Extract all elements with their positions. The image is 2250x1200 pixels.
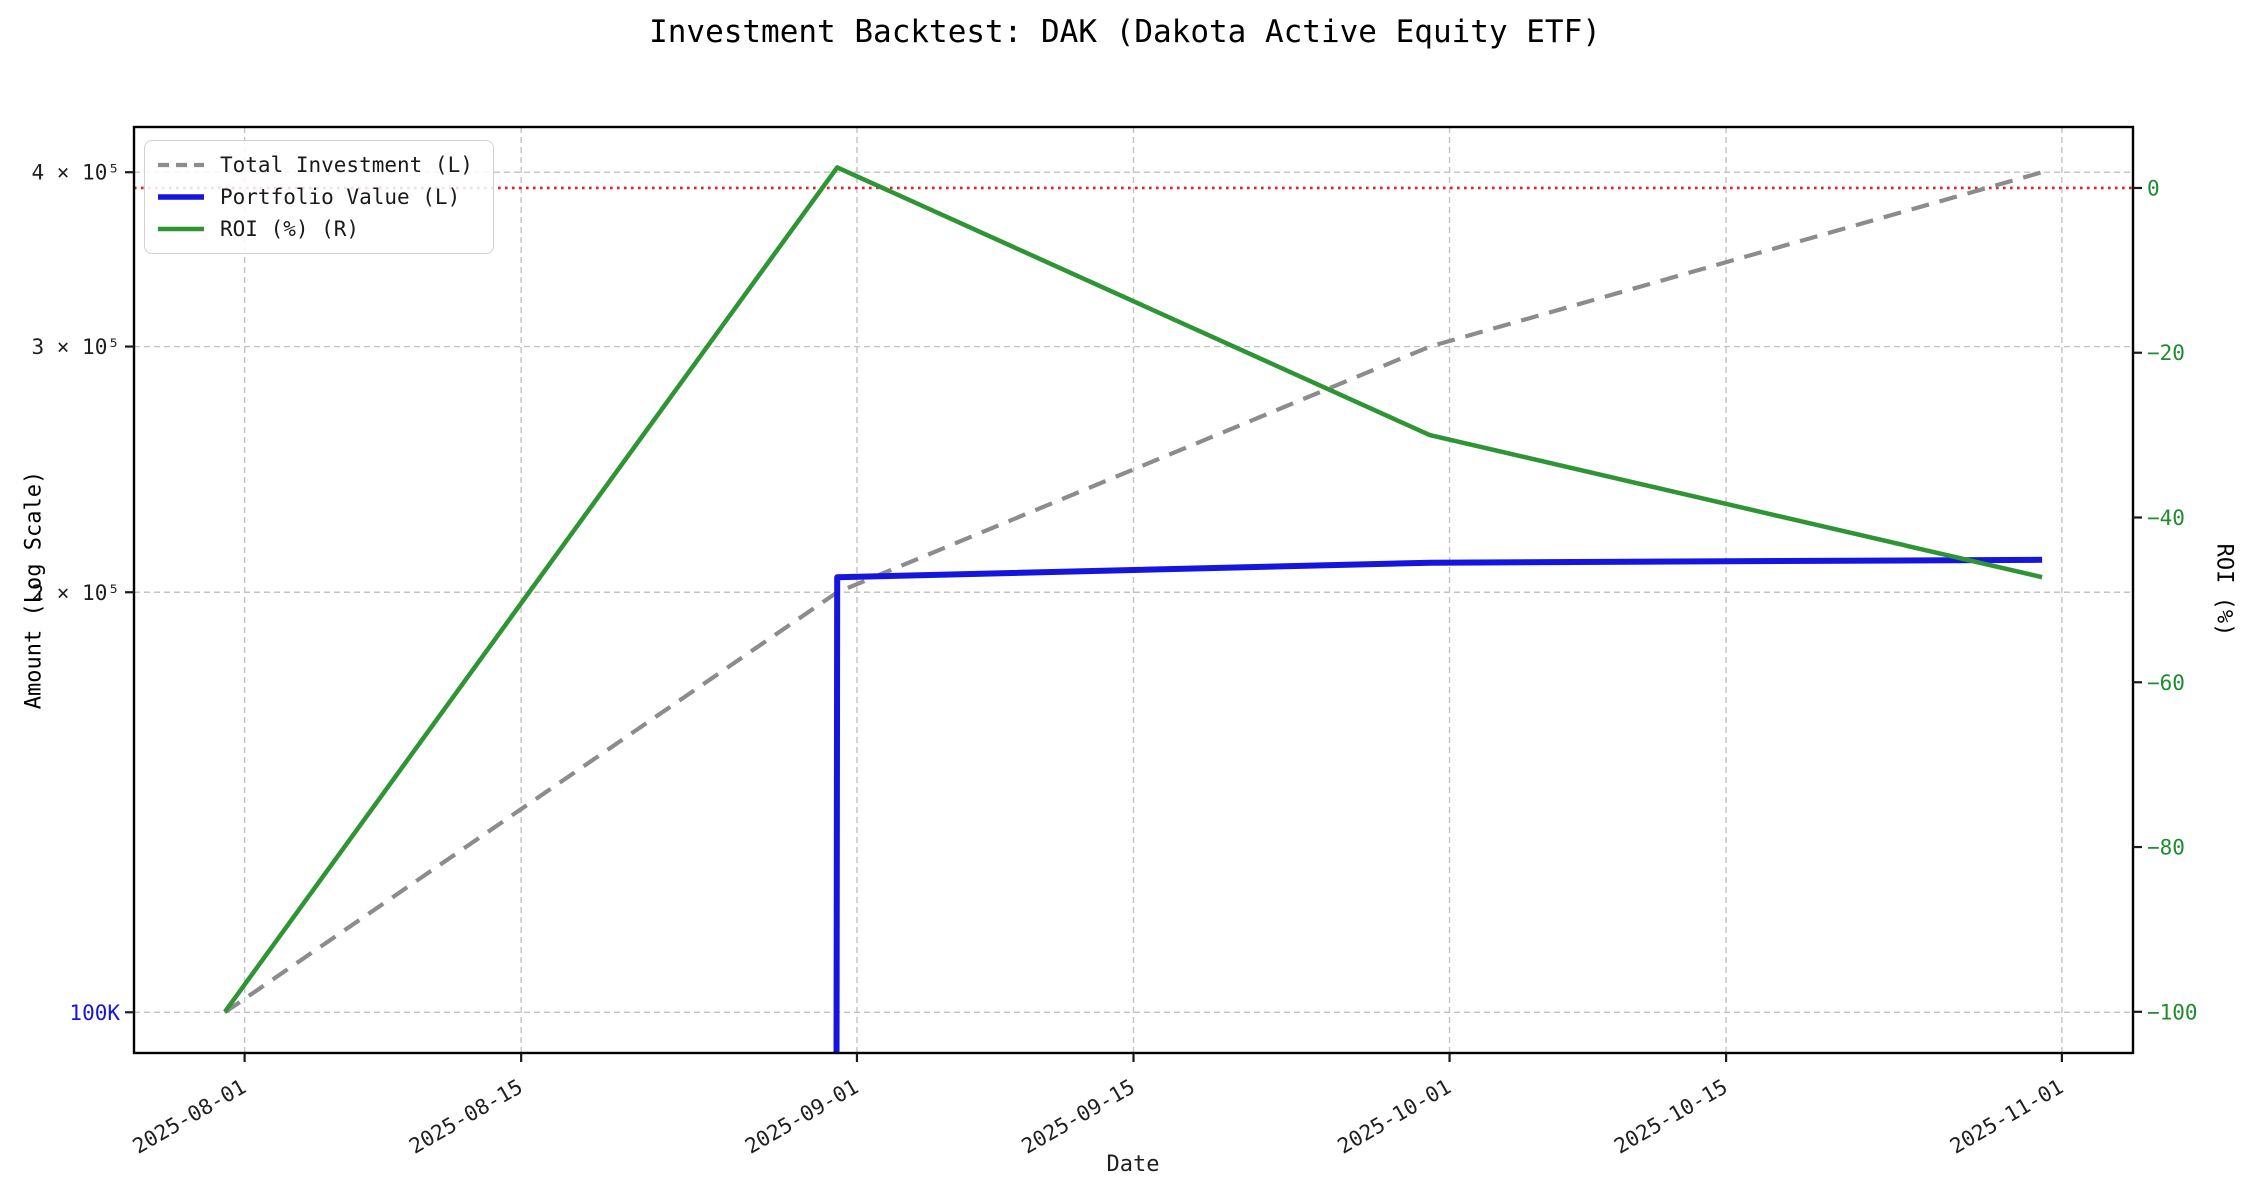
right-tick-label: 0 (2147, 176, 2160, 200)
x-tick-label: 2025-08-15 (405, 1075, 526, 1159)
left-tick-label: 3 × 10⁵ (31, 335, 120, 359)
series-line-portfolio-value-l (833, 556, 2043, 1053)
legend-swatch-total-investment-l (158, 162, 204, 168)
right-tick-label: −60 (2147, 671, 2185, 695)
x-tick-label: 2025-11-01 (1946, 1075, 2067, 1159)
x-tick-label: 2025-09-15 (1018, 1075, 1139, 1159)
right-tick-label: −20 (2147, 341, 2185, 365)
legend-item-portfolio-value-l: Portfolio Value (L) (157, 181, 473, 213)
left-tick-label: 4 × 10⁵ (31, 161, 120, 185)
legend: Total Investment (L) Portfolio Value (L) R… (144, 140, 494, 254)
legend-item-roi-r: ROI (%) (R) (157, 213, 473, 245)
x-tick-label: 2025-10-01 (1334, 1075, 1455, 1159)
right-axis-title: ROI (%) (2211, 543, 2237, 637)
right-tick-label: −80 (2147, 836, 2185, 860)
right-tick-label: −40 (2147, 506, 2185, 530)
x-axis-title: Date (1106, 1152, 1160, 1177)
left-tick-label: 2 × 10⁵ (31, 581, 120, 605)
legend-swatch-portfolio-value-l (158, 194, 204, 200)
x-tick-label: 2025-09-01 (741, 1075, 862, 1159)
left-axis-title: Amount (Log Scale) (21, 470, 47, 710)
x-tick-label: 2025-10-15 (1610, 1075, 1731, 1159)
legend-item-total-investment-l: Total Investment (L) (157, 149, 473, 181)
legend-label-roi-r: ROI (%) (R) (220, 217, 360, 241)
legend-label-portfolio-value-l: Portfolio Value (L) (220, 185, 461, 209)
chart-title: Investment Backtest: DAK (Dakota Active … (649, 14, 1601, 50)
legend-label-total-investment-l: Total Investment (L) (220, 153, 473, 177)
x-tick-label: 2025-08-01 (129, 1075, 250, 1159)
right-tick-label: −100 (2147, 1000, 2198, 1024)
left-tick-label: 100K (69, 1001, 120, 1025)
legend-swatch-roi-r (158, 226, 204, 232)
series-line-roi-r (223, 165, 2043, 1014)
